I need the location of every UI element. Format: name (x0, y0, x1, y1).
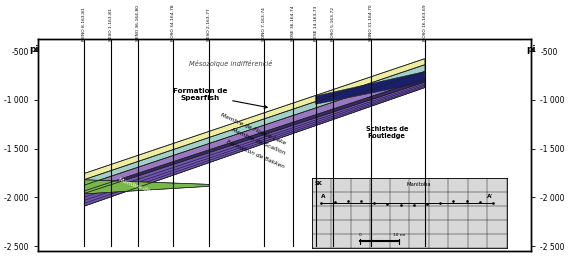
Text: NOSO 16-163-69: NOSO 16-163-69 (423, 4, 427, 41)
Polygon shape (84, 82, 424, 206)
Text: SONO 7-163-74: SONO 7-163-74 (262, 7, 266, 41)
Text: NOSO 34-164-78: NOSO 34-164-78 (171, 4, 175, 41)
Text: pi: pi (526, 45, 535, 54)
Text: SENO 36-164-80: SENO 36-164-80 (136, 5, 140, 41)
Text: Mésozoïque indifférencié: Mésozoïque indifférencié (189, 60, 273, 67)
Text: NOSO 5-163-72: NOSO 5-163-72 (331, 7, 335, 41)
Polygon shape (84, 79, 424, 193)
Text: NESE 14-163-73: NESE 14-163-73 (314, 6, 318, 41)
Text: Formation de
Spearfish: Formation de Spearfish (173, 88, 267, 108)
Text: SESO 2-163-77: SESO 2-163-77 (207, 8, 211, 41)
Polygon shape (84, 59, 424, 179)
Text: Schistes de
Routledge: Schistes de Routledge (365, 126, 408, 140)
Text: SONO 31-164-70: SONO 31-164-70 (369, 4, 373, 41)
Polygon shape (84, 79, 424, 206)
Text: Membre de Tilston: Membre de Tilston (118, 177, 171, 201)
Text: Membre de Scallion: Membre de Scallion (230, 127, 286, 156)
Text: pi: pi (29, 45, 39, 54)
Polygon shape (316, 72, 424, 104)
Text: NENO 8-163-81: NENO 8-163-81 (83, 7, 86, 41)
Text: SESO 1-163-81: SESO 1-163-81 (109, 8, 113, 41)
Text: Membre de Flossie Lake: Membre de Flossie Lake (220, 112, 287, 145)
Text: Formation de Bakken: Formation de Bakken (226, 139, 285, 169)
Polygon shape (84, 65, 424, 185)
Text: SOSE 36-164-74: SOSE 36-164-74 (291, 5, 295, 41)
Polygon shape (84, 72, 424, 191)
Polygon shape (84, 180, 209, 194)
